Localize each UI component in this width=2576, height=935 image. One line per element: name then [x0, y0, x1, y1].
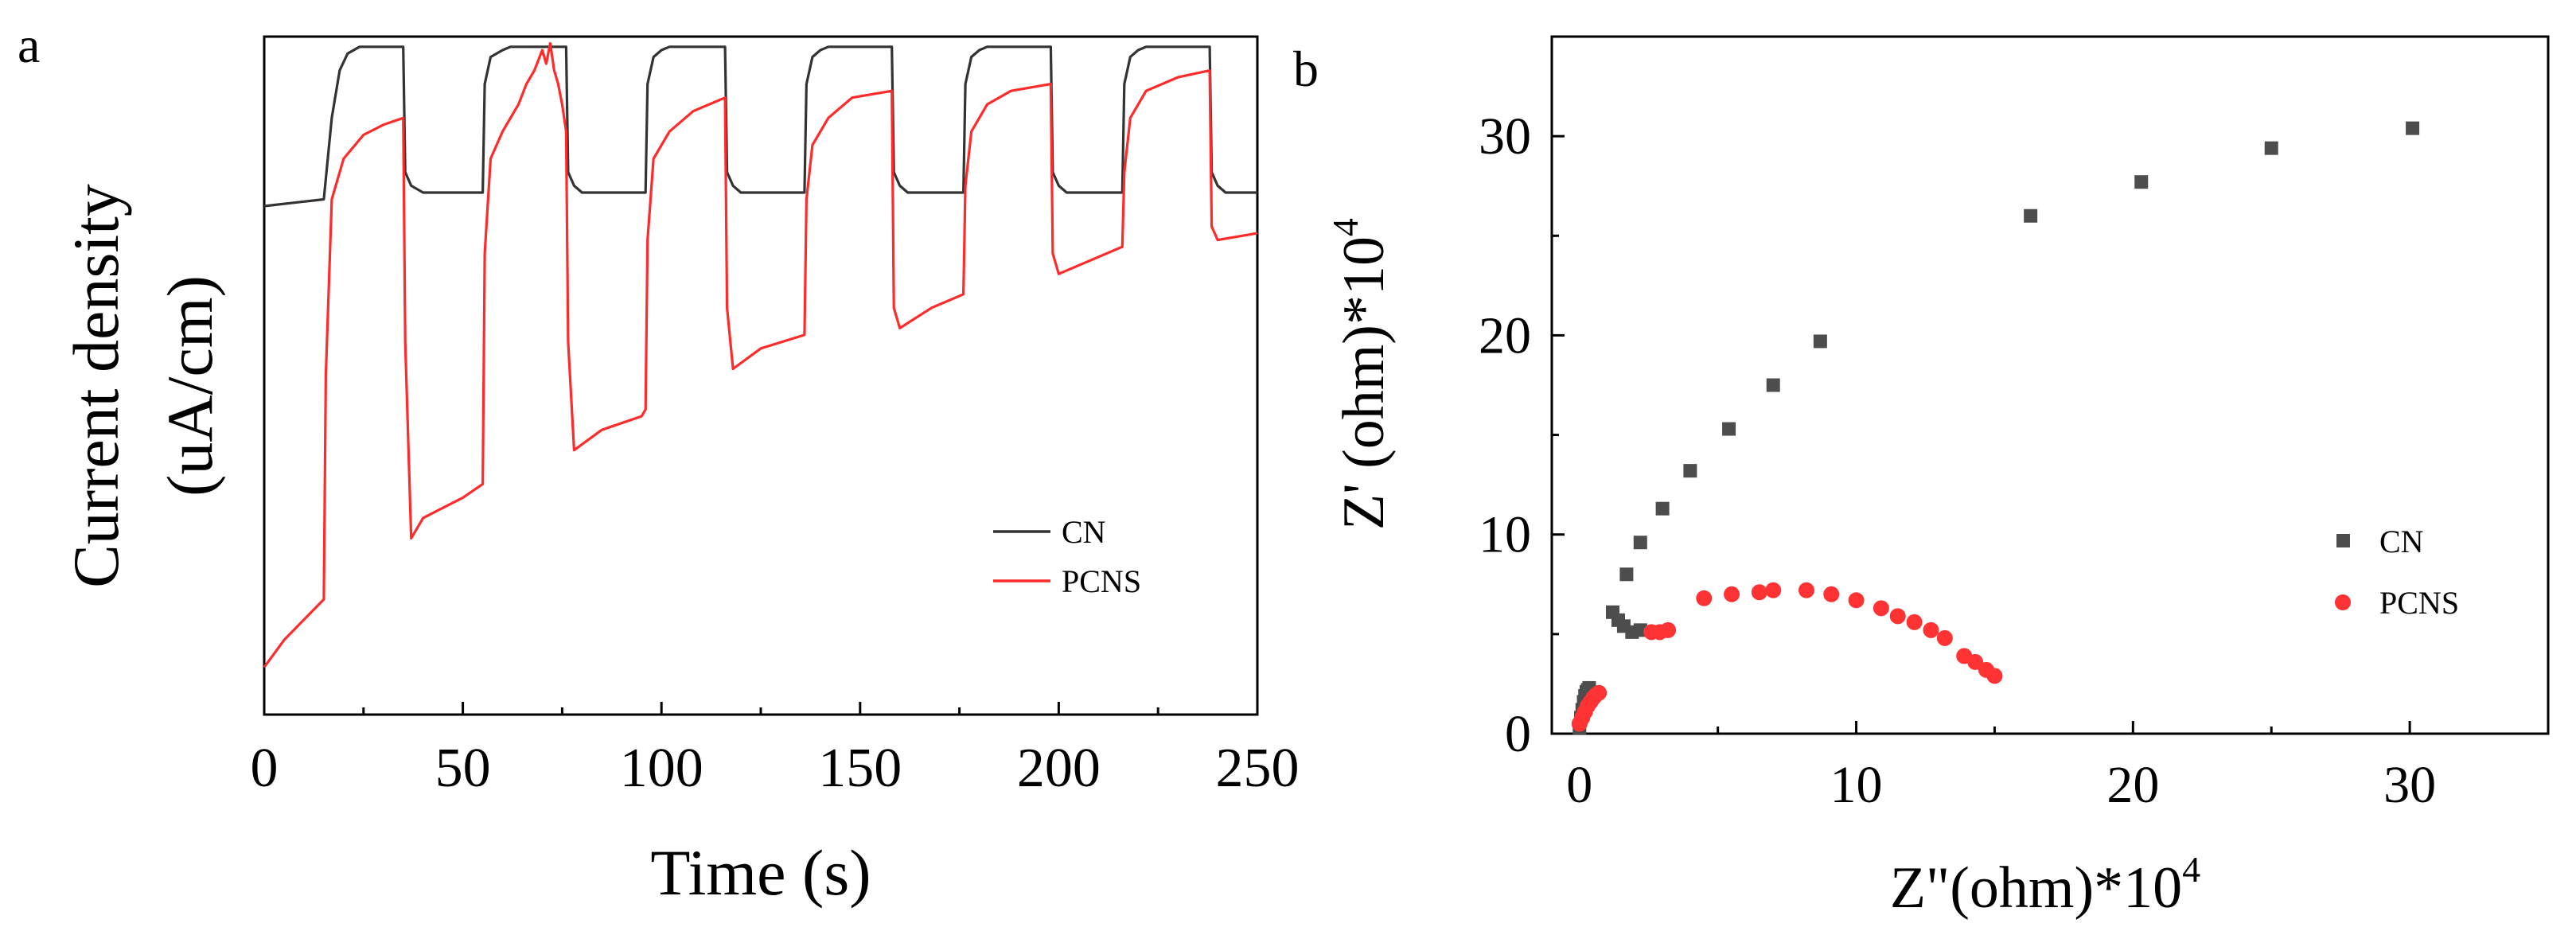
chart-b-y-ticks: 0 10 20 30: [1479, 107, 1565, 763]
panel-label-b: b: [1293, 41, 1319, 97]
chart-b-pcns-point: [1848, 592, 1865, 609]
chart-a-x-tick-label: 200: [1017, 738, 1101, 799]
chart-b-pcns-point: [1823, 586, 1840, 602]
chart-b-pcns-point: [1591, 684, 1608, 701]
chart-a-x-tick-label: 100: [620, 738, 703, 799]
chart-b-cn-point: [1722, 422, 1736, 436]
chart-b-cn-point: [2134, 175, 2149, 189]
chart-b-x-axis-title: Z"(ohm)*104: [1890, 849, 2200, 921]
chart-b-pcns-point: [1967, 653, 1984, 670]
chart-b-y-axis-title-exponent: 4: [1325, 218, 1366, 236]
chart-b-cn-point: [2264, 141, 2278, 155]
chart-a-x-tick-label: 250: [1216, 738, 1300, 799]
chart-b-pcns-point: [1889, 608, 1906, 625]
chart-b-x-axis-title-main: Z"(ohm)*10: [1890, 855, 2182, 921]
chart-b-x-tick-label: 0: [1566, 756, 1592, 814]
chart-a-x-ticks: 0 50 100 150 200 250: [251, 702, 1300, 799]
chart-b-pcns-point: [1724, 586, 1740, 602]
chart-b-legend-pcns-marker: [2335, 594, 2351, 610]
chart-b-pcns-point: [1660, 621, 1677, 638]
chart-b-y-tick-label: 10: [1479, 506, 1531, 564]
chart-a-series-cn-line: [263, 45, 1257, 208]
chart-b-y-axis-title: Z' (ohm)*104: [1325, 218, 1397, 530]
chart-b-pcns-point: [1986, 668, 2003, 684]
chart-b-legend-cn-marker: [2336, 534, 2350, 547]
chart-a-x-axis-title: Time (s): [650, 836, 871, 909]
chart-a-x-tick-label: 50: [435, 738, 491, 799]
chart-b-legend: CN PCNS: [2335, 524, 2459, 621]
chart-b-cn-point: [1633, 536, 1647, 550]
chart-b-x-tick-label: 20: [2106, 756, 2159, 814]
chart-a-legend-pcns-label: PCNS: [1062, 563, 1141, 599]
chart-b-y-axis-title-main: Z' (ohm)*10: [1331, 236, 1397, 530]
chart-b-x-tick-label: 30: [2383, 756, 2436, 814]
chart-b-pcns-point: [1936, 629, 1953, 646]
chart-a: 0 50 100 150 200 250 Time (s) Current density…: [60, 35, 1300, 909]
chart-b-cn-point: [1655, 501, 1670, 516]
chart-b-plot-area: [1571, 121, 2420, 734]
chart-b-pcns-point: [1765, 582, 1782, 598]
chart-a-x-tick-label: 0: [251, 738, 279, 799]
chart-a-y-axis-title-line2: (uA/cm): [154, 275, 226, 497]
chart-b-pcns-point: [1798, 582, 1814, 598]
chart-a-legend-cn-label: CN: [1062, 514, 1106, 550]
chart-b-pcns-point: [1906, 614, 1923, 630]
chart-b-pcns-point: [1751, 584, 1767, 601]
chart-a-frame: [263, 35, 1259, 716]
chart-b-y-tick-label: 30: [1479, 107, 1531, 166]
chart-a-x-tick-label: 150: [818, 738, 902, 799]
chart-b-cn-point: [1619, 567, 1634, 582]
chart-a-legend: CN PCNS: [993, 514, 1141, 599]
chart-a-plot-area: [263, 41, 1258, 668]
chart-b-cn-point: [1683, 464, 1697, 478]
chart-b-cn-point: [2406, 121, 2420, 135]
chart-b-cn-point: [1813, 334, 1827, 349]
chart-b-frame: [1550, 35, 2550, 735]
chart-b-legend-pcns-label: PCNS: [2379, 585, 2459, 621]
chart-b-cn-point: [1766, 378, 1780, 392]
chart-b-pcns-point: [1923, 621, 1939, 638]
chart-b-x-tick-label: 10: [1830, 756, 1883, 814]
panel-label-a: a: [18, 17, 40, 73]
chart-b-legend-cn-label: CN: [2379, 524, 2424, 559]
chart-b-x-axis-title-exponent: 4: [2182, 849, 2200, 890]
chart-b-x-ticks: 0 10 20 30: [1566, 721, 2436, 814]
chart-a-y-axis-title-line1: Current density: [60, 184, 132, 588]
chart-b-cn-point: [2024, 208, 2038, 223]
chart-a-series-pcns-line: [263, 41, 1258, 668]
chart-b-pcns-point: [1696, 590, 1713, 606]
chart-b-y-tick-label: 0: [1505, 705, 1531, 763]
chart-b-pcns-point: [1873, 600, 1889, 617]
chart-b-y-tick-label: 20: [1479, 306, 1531, 364]
